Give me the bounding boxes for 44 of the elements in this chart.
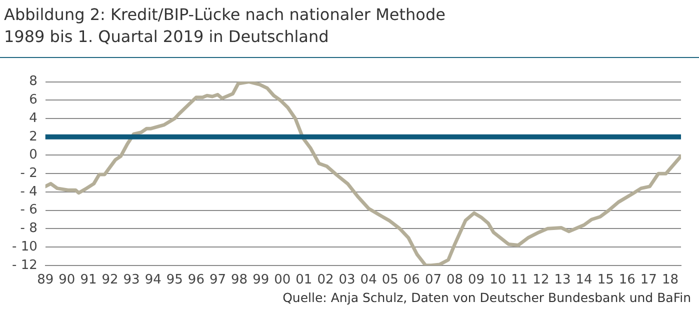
y-tick-label: - 8 xyxy=(20,221,38,236)
x-tick-label: 12 xyxy=(532,272,550,288)
x-tick-label: 13 xyxy=(554,272,571,288)
x-tick-label: 97 xyxy=(209,272,226,288)
y-tick-label: - 10 xyxy=(12,239,38,254)
chart-title: Abbildung 2: Kredit/BIP-Lücke nach nationaler Methode xyxy=(4,4,446,26)
y-tick-label: - 6 xyxy=(20,202,38,218)
chart-subtitle: 1989 bis 1. Quartal 2019 in Deutschland xyxy=(4,26,330,48)
x-tick-label: 01 xyxy=(296,272,312,288)
x-tick-label: 10 xyxy=(490,272,506,288)
x-tick-label: 14 xyxy=(576,272,592,288)
x-tick-label: 06 xyxy=(403,272,420,288)
x-tick-label: 11 xyxy=(511,272,528,288)
x-tick-label: 90 xyxy=(58,272,76,288)
y-tick-label: - 4 xyxy=(20,184,38,200)
x-tick-label: 17 xyxy=(640,272,657,288)
y-tick-label: - 2 xyxy=(20,166,38,181)
x-tick-label: 07 xyxy=(424,272,442,288)
x-tick-label: 91 xyxy=(80,272,97,288)
x-tick-label: 03 xyxy=(338,272,356,288)
x-tick-label: 99 xyxy=(252,272,270,288)
x-tick-label: 04 xyxy=(360,272,377,288)
y-tick-label: 8 xyxy=(29,74,38,90)
x-tick-label: 95 xyxy=(166,272,183,288)
y-tick-label: - 12 xyxy=(12,258,38,273)
x-tick-label: 00 xyxy=(274,272,291,288)
x-tick-label: 16 xyxy=(618,272,636,288)
y-tick-label: 0 xyxy=(29,148,38,163)
x-tick-label: 98 xyxy=(231,272,248,288)
x-tick-label: 96 xyxy=(188,272,204,288)
source-note: Quelle: Anja Schulz, Daten von Deutscher Bundesbank und BaFin xyxy=(282,290,691,305)
x-tick-label: 02 xyxy=(317,272,334,288)
x-tick-label: 08 xyxy=(446,272,464,288)
x-tick-label: 93 xyxy=(123,272,140,288)
x-tick-label: 92 xyxy=(102,272,118,288)
x-tick-label: 18 xyxy=(662,272,678,288)
x-tick-label: 15 xyxy=(597,272,614,288)
y-tick-label: 4 xyxy=(29,110,38,126)
x-tick-label: 89 xyxy=(37,272,54,288)
x-tick-label: 05 xyxy=(382,272,398,288)
x-tick-label: 94 xyxy=(144,272,162,288)
x-tick-label: 09 xyxy=(468,272,485,288)
y-tick-label: 6 xyxy=(29,92,38,108)
y-tick-label: 2 xyxy=(29,129,38,144)
